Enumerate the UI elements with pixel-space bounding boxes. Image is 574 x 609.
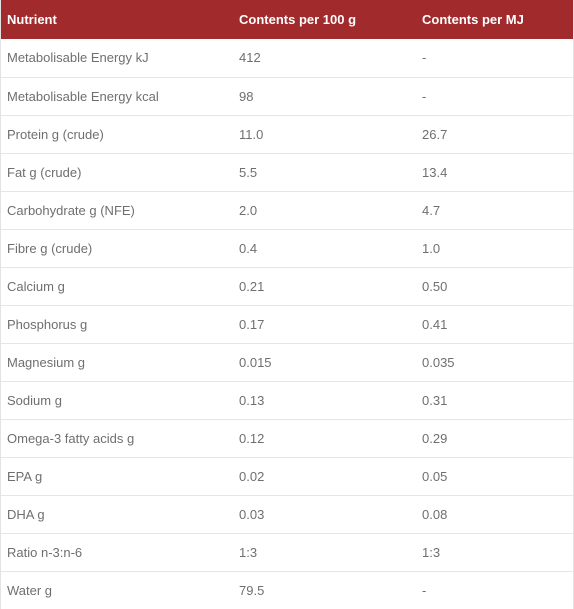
nutrient-cell: Carbohydrate g (NFE) — [7, 202, 135, 218]
per-100g-cell: 5.5 — [239, 164, 258, 180]
nutrient-cell: Metabolisable Energy kcal — [7, 88, 159, 104]
table-row: Metabolisable Energy kcal 98 - — [1, 77, 573, 115]
table-header: Nutrient Contents per 100 g Contents per… — [1, 0, 573, 39]
table-row: Carbohydrate g (NFE) 2.0 4.7 — [1, 191, 573, 229]
per-100g-cell: 0.21 — [239, 278, 265, 294]
nutrient-cell: Omega-3 fatty acids g — [7, 430, 135, 446]
per-mj-cell: 0.05 — [422, 468, 448, 484]
per-100g-cell: 98 — [239, 88, 254, 104]
table-row: Metabolisable Energy kJ 412 - — [1, 39, 573, 77]
nutrient-cell: Calcium g — [7, 278, 65, 294]
nutrient-cell: DHA g — [7, 506, 45, 522]
table-row: Water g 79.5 - — [1, 571, 573, 609]
per-100g-cell: 0.13 — [239, 392, 265, 408]
per-mj-cell: - — [422, 582, 427, 598]
table-row: Fibre g (crude) 0.4 1.0 — [1, 229, 573, 267]
per-mj-cell: 0.035 — [422, 354, 455, 370]
per-mj-cell: - — [422, 50, 427, 66]
table-row: Sodium g 0.13 0.31 — [1, 381, 573, 419]
table-row: EPA g 0.02 0.05 — [1, 457, 573, 495]
per-mj-cell: 0.41 — [422, 316, 448, 332]
header-row: Nutrient Contents per 100 g Contents per… — [1, 0, 573, 39]
per-mj-cell: 4.7 — [422, 202, 441, 218]
per-100g-cell: 412 — [239, 50, 261, 66]
per-100g-cell: 0.17 — [239, 316, 265, 332]
header-per-100g: Contents per 100 g — [239, 12, 357, 27]
nutrient-cell: Ratio n-3:n-6 — [7, 544, 83, 560]
per-mj-cell: 0.29 — [422, 430, 448, 446]
nutrient-cell: Protein g (crude) — [7, 126, 104, 142]
nutrient-cell: EPA g — [7, 468, 43, 484]
per-100g-cell: 2.0 — [239, 202, 258, 218]
table-row: Protein g (crude) 11.0 26.7 — [1, 115, 573, 153]
per-100g-cell: 79.5 — [239, 582, 265, 598]
per-100g-cell: 0.4 — [239, 240, 258, 256]
per-mj-cell: 1.0 — [422, 240, 441, 256]
header-per-mj: Contents per MJ — [422, 12, 524, 27]
per-mj-cell: 0.31 — [422, 392, 448, 408]
table-row: Magnesium g 0.015 0.035 — [1, 343, 573, 381]
per-100g-cell: 1:3 — [239, 544, 258, 560]
nutrient-cell: Fibre g (crude) — [7, 240, 93, 256]
table-body: Metabolisable Energy kJ 412 - Metabolisa… — [1, 39, 573, 609]
per-100g-cell: 0.03 — [239, 506, 265, 522]
per-100g-cell: 0.12 — [239, 430, 265, 446]
table-row: Omega-3 fatty acids g 0.12 0.29 — [1, 419, 573, 457]
per-100g-cell: 11.0 — [239, 126, 264, 142]
per-mj-cell: 0.50 — [422, 278, 448, 294]
per-mj-cell: 26.7 — [422, 126, 448, 142]
table-row: Calcium g 0.21 0.50 — [1, 267, 573, 305]
header-nutrient: Nutrient — [7, 12, 57, 27]
table-row: Phosphorus g 0.17 0.41 — [1, 305, 573, 343]
nutrient-cell: Sodium g — [7, 392, 62, 408]
per-mj-cell: 13.4 — [422, 164, 448, 180]
per-mj-cell: - — [422, 88, 427, 104]
nutrient-cell: Magnesium g — [7, 354, 86, 370]
per-mj-cell: 0.08 — [422, 506, 448, 522]
nutrient-cell: Water g — [7, 582, 53, 598]
table-row: DHA g 0.03 0.08 — [1, 495, 573, 533]
per-mj-cell: 1:3 — [422, 544, 441, 560]
per-100g-cell: 0.02 — [239, 468, 265, 484]
nutrient-cell: Metabolisable Energy kJ — [7, 50, 149, 66]
table-row: Fat g (crude) 5.5 13.4 — [1, 153, 573, 191]
per-100g-cell: 0.015 — [239, 354, 272, 370]
nutrient-cell: Fat g (crude) — [7, 164, 82, 180]
nutrient-cell: Phosphorus g — [7, 316, 88, 332]
table-row: Ratio n-3:n-6 1:3 1:3 — [1, 533, 573, 571]
